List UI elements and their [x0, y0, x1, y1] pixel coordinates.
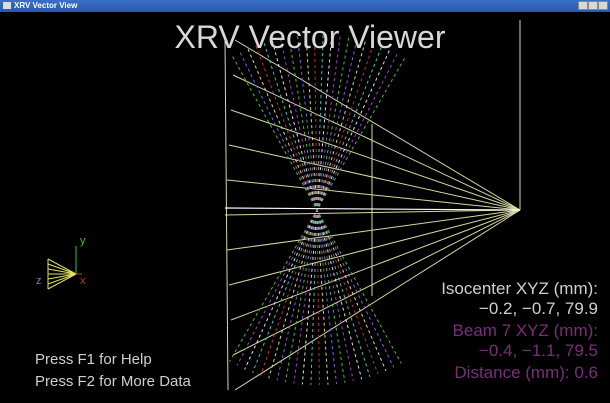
- beam-ray: [232, 56, 402, 364]
- help-line: Press F2 for More Data: [35, 373, 192, 390]
- isocenter-label: Isocenter XYZ (mm):: [441, 279, 598, 298]
- help-line: Press F1 for Help: [35, 351, 152, 368]
- fan-line: [230, 209, 521, 321]
- fan-line: [232, 74, 521, 211]
- axis-x-label: x: [80, 275, 86, 287]
- fan-line: [232, 209, 521, 356]
- icon-fan: [47, 268, 77, 275]
- window-icon: [3, 2, 11, 9]
- icon-fan: [47, 273, 77, 290]
- central-axis: [224, 207, 521, 211]
- fan-line: [226, 179, 521, 211]
- distance: Distance (mm): 0.6: [454, 363, 598, 382]
- axis-y-label: y: [80, 235, 86, 247]
- fan-line: [226, 209, 521, 251]
- icon-fan: [47, 263, 77, 275]
- beam-label: Beam 7 XYZ (mm):: [453, 321, 598, 340]
- axis-z-label: z: [36, 275, 42, 287]
- fan-edge: [224, 39, 229, 391]
- maximize-button[interactable]: [588, 1, 598, 10]
- icon-fan: [47, 273, 77, 280]
- geometry: [47, 20, 521, 391]
- viewer-title: XRV Vector Viewer: [175, 19, 446, 55]
- close-button[interactable]: [598, 1, 608, 10]
- viewport: XRV Vector Viewer y z x Isocenter XYZ (m…: [35, 19, 598, 391]
- fan-line: [228, 144, 521, 211]
- title-bar: XRV Vector View: [0, 0, 610, 12]
- window-title: XRV Vector View: [14, 1, 78, 10]
- fan-line: [234, 39, 521, 211]
- fan-line: [228, 209, 521, 286]
- icon-fan: [47, 273, 77, 285]
- fan-line: [234, 209, 521, 391]
- icon-fan: [47, 258, 77, 275]
- beam-value: −0.4, −1.1, 79.5: [479, 341, 598, 360]
- isocenter-value: −0.2, −0.7, 79.9: [479, 299, 598, 318]
- fan-line: [230, 109, 521, 211]
- minimize-button[interactable]: [578, 1, 588, 10]
